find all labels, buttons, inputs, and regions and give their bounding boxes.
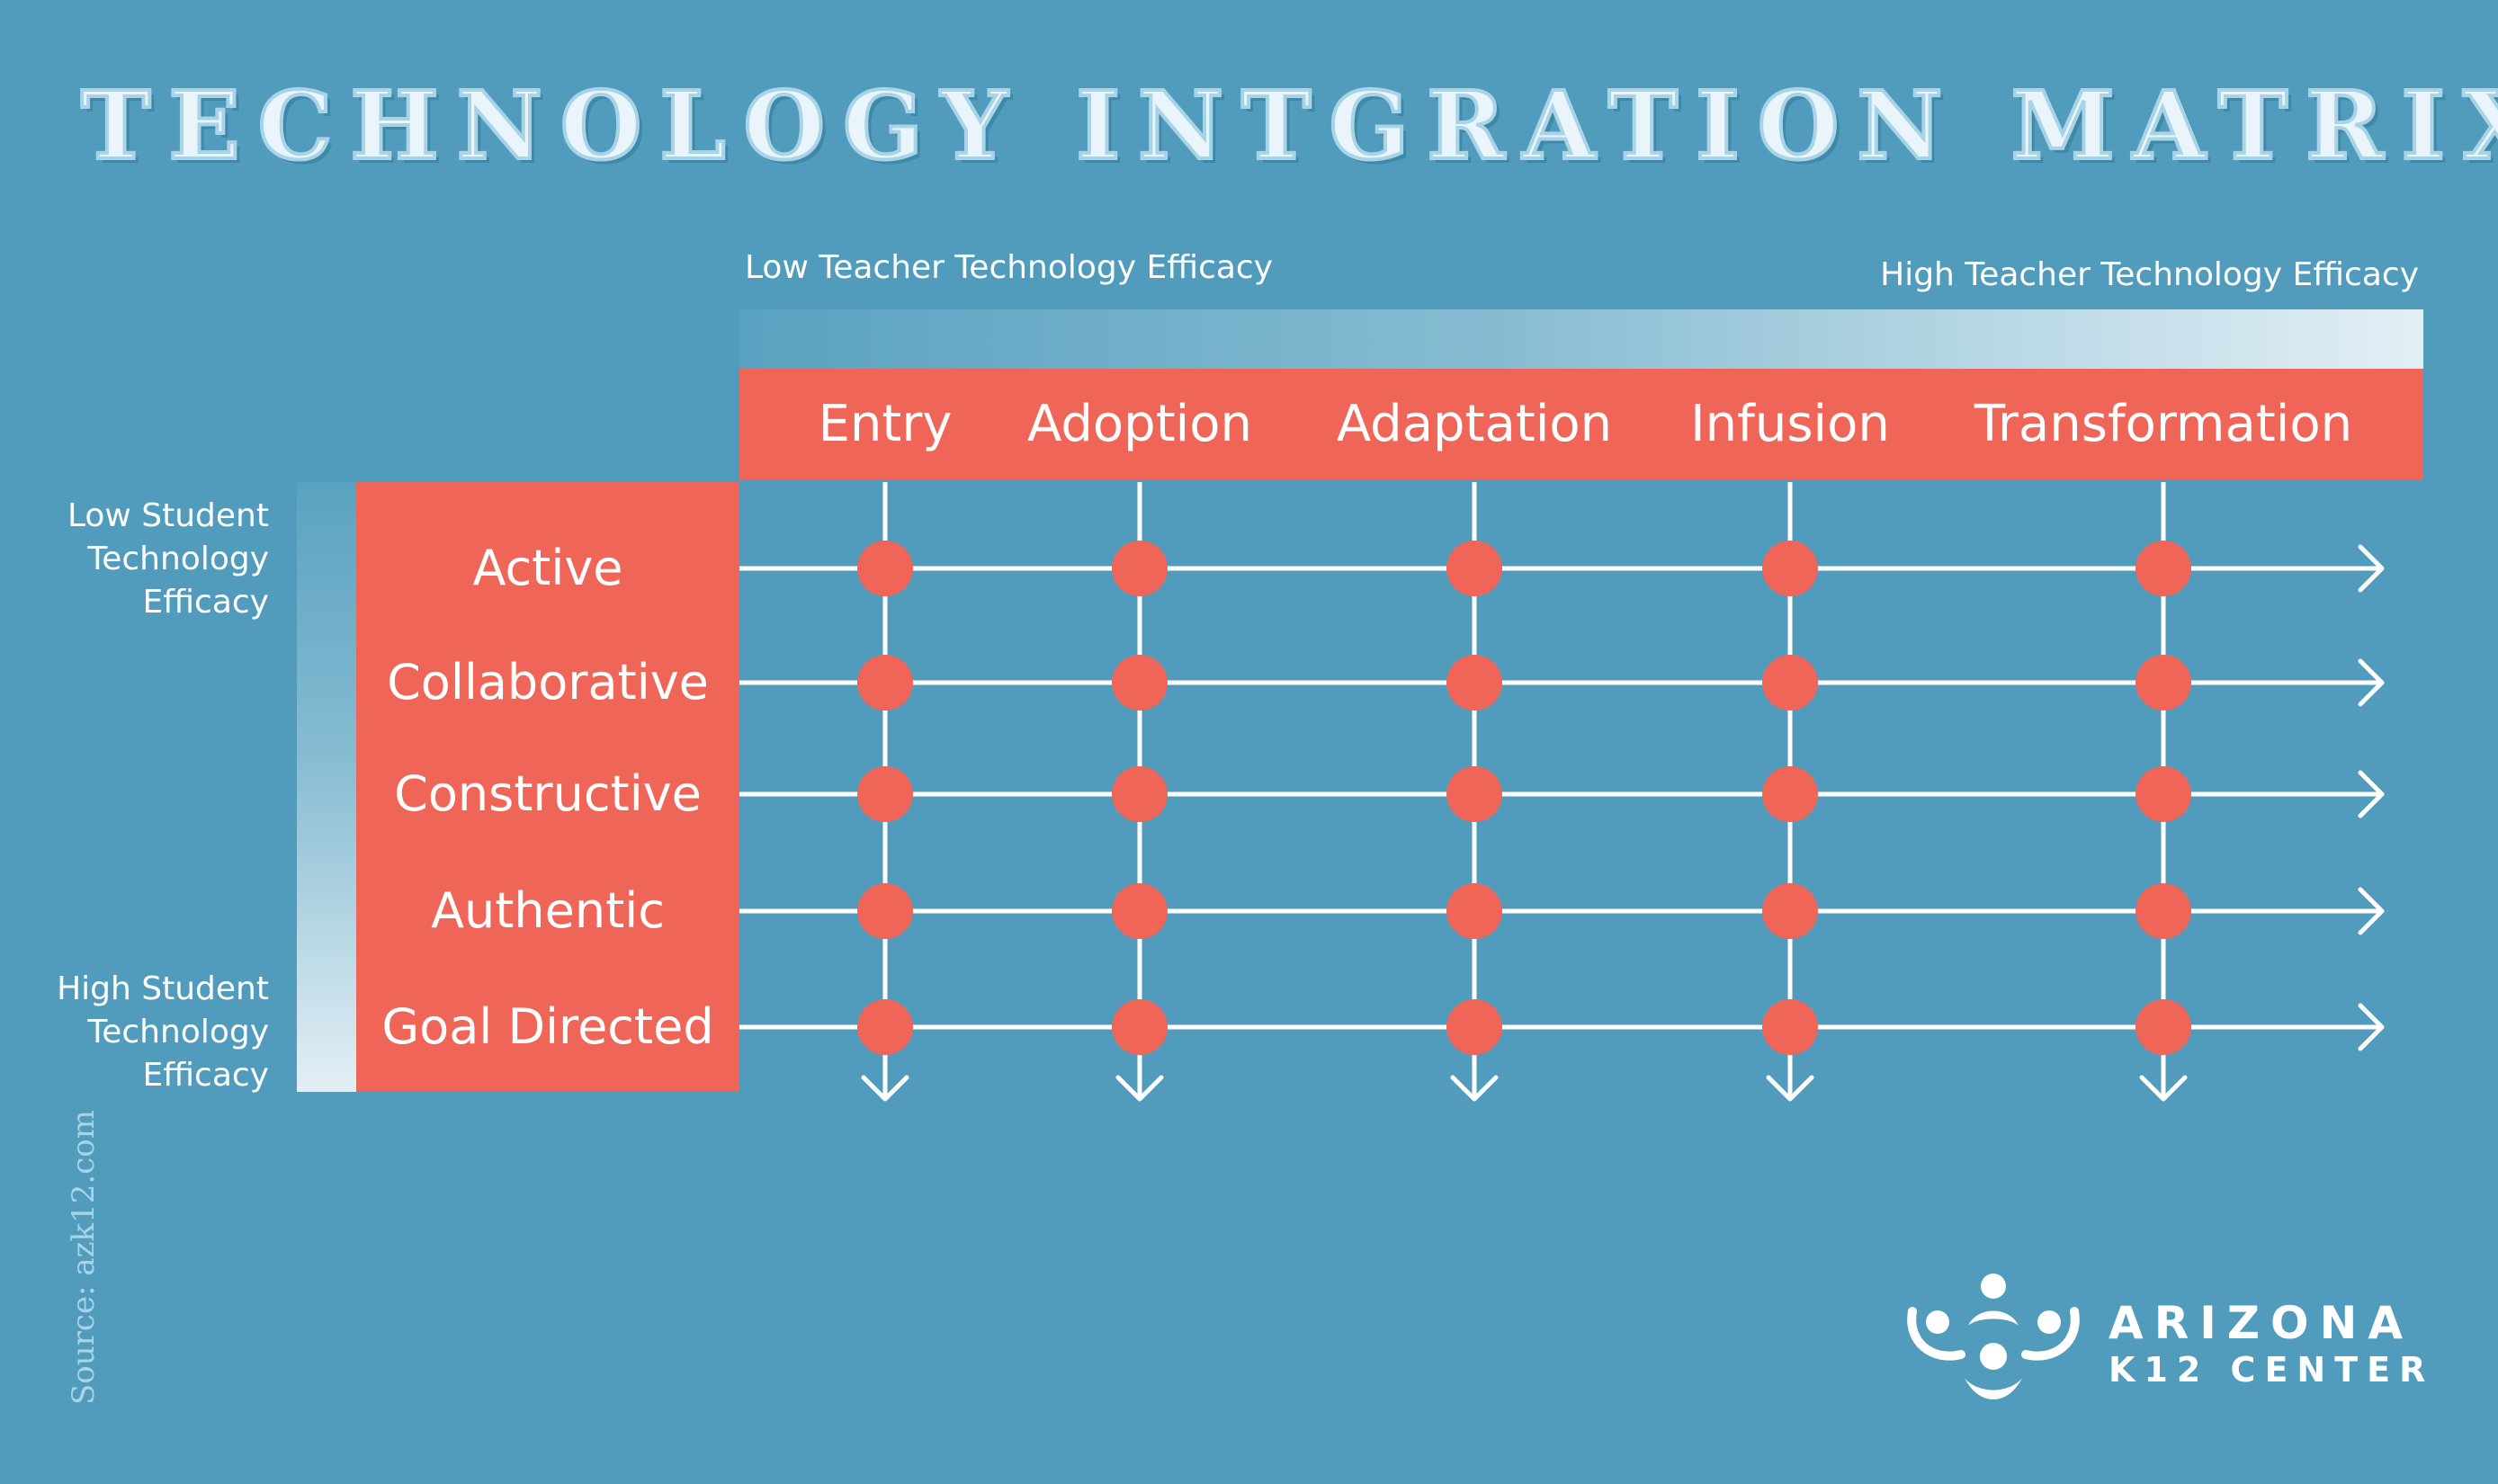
matrix-cell-dot bbox=[1446, 766, 1502, 822]
matrix-cell-dot bbox=[1112, 655, 1168, 711]
matrix-cell-dot bbox=[1112, 541, 1168, 596]
matrix-cell-dot bbox=[2135, 999, 2191, 1055]
column-header-band bbox=[739, 369, 2423, 480]
matrix-cell-dot bbox=[857, 999, 913, 1055]
right-arrow-icon bbox=[2358, 658, 2385, 707]
matrix-cell-dot bbox=[1762, 655, 1818, 711]
right-arrow-icon bbox=[2358, 770, 2385, 818]
logo-text-arizona: ARIZONA bbox=[2109, 1297, 2414, 1349]
source-credit: Source: azk12.com bbox=[66, 1110, 102, 1405]
row-header-goal-directed: Goal Directed bbox=[381, 998, 714, 1055]
teacher-efficacy-low-label: Low Teacher Technology Efficacy bbox=[745, 249, 1274, 286]
student-efficacy-high-label: High Student Technology Efficacy bbox=[57, 970, 269, 1094]
matrix-cell-dot bbox=[1762, 766, 1818, 822]
right-arrow-icon bbox=[2358, 1003, 2385, 1051]
row-header-constructive: Constructive bbox=[394, 765, 702, 822]
row-header-active: Active bbox=[472, 540, 623, 596]
down-arrow-icon bbox=[1766, 1075, 1814, 1102]
matrix-cell-dot bbox=[857, 883, 913, 939]
column-header-infusion: Infusion bbox=[1690, 395, 1890, 453]
page-title: TECHNOLOGY INTGRATION MATRIX bbox=[79, 70, 2498, 181]
column-header-adaptation: Adaptation bbox=[1336, 395, 1613, 453]
matrix-cell-dot bbox=[1446, 655, 1502, 711]
teacher-efficacy-gradient-bar bbox=[739, 309, 2423, 369]
down-arrow-icon bbox=[1115, 1075, 1164, 1102]
matrix-cell-dot bbox=[1446, 883, 1502, 939]
logo-text-k12-center: K12 CENTER bbox=[2109, 1350, 2435, 1390]
matrix-cell-dot bbox=[1762, 541, 1818, 596]
matrix-cell-dot bbox=[1112, 766, 1168, 822]
down-arrow-icon bbox=[1450, 1075, 1499, 1102]
column-header-entry: Entry bbox=[818, 395, 953, 453]
matrix-cell-dot bbox=[857, 541, 913, 596]
row-header-authentic: Authentic bbox=[431, 882, 665, 939]
matrix-cell-dot bbox=[857, 655, 913, 711]
matrix-cell-dot bbox=[2135, 655, 2191, 711]
right-arrow-icon bbox=[2358, 887, 2385, 935]
matrix-cell-dot bbox=[2135, 766, 2191, 822]
right-arrow-icon bbox=[2358, 544, 2385, 593]
matrix-cell-dot bbox=[2135, 541, 2191, 596]
row-header-band bbox=[356, 482, 739, 1092]
down-arrow-icon bbox=[861, 1075, 909, 1102]
matrix-cell-dot bbox=[1112, 999, 1168, 1055]
matrix-cell-dot bbox=[1762, 999, 1818, 1055]
matrix-cell-dot bbox=[2135, 883, 2191, 939]
matrix-cell-dot bbox=[857, 766, 913, 822]
matrix-cell-dot bbox=[1446, 541, 1502, 596]
student-efficacy-low-label: Low Student Technology Efficacy bbox=[67, 497, 269, 621]
column-header-adoption: Adoption bbox=[1027, 395, 1252, 453]
student-efficacy-gradient-bar bbox=[297, 482, 356, 1092]
matrix-cell-dot bbox=[1762, 883, 1818, 939]
teacher-efficacy-high-label: High Teacher Technology Efficacy bbox=[1880, 256, 2419, 293]
column-header-transformation: Transformation bbox=[1974, 395, 2353, 453]
matrix-cell-dot bbox=[1446, 999, 1502, 1055]
down-arrow-icon bbox=[2139, 1075, 2188, 1102]
matrix-cell-dot bbox=[1112, 883, 1168, 939]
row-header-collaborative: Collaborative bbox=[387, 654, 709, 711]
arizona-k12-logo-icon bbox=[1907, 1274, 2080, 1399]
